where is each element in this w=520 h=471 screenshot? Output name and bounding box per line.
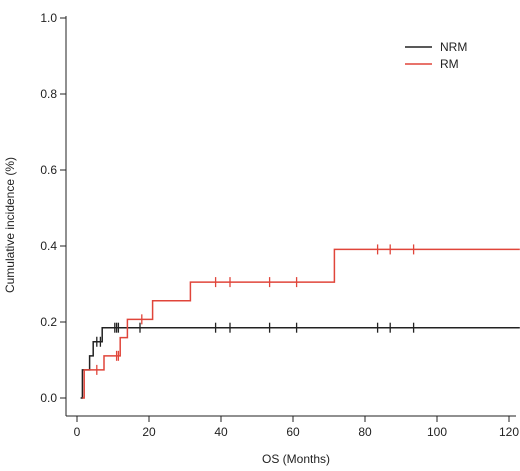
legend-label-nrm: NRM (440, 40, 467, 54)
legend: NRM RM (405, 40, 467, 71)
x-tick-label: 120 (499, 425, 519, 439)
y-tick-label: 0.0 (40, 391, 57, 405)
y-axis-title: Cumulative incidence (%) (3, 157, 17, 293)
x-tick-label: 60 (286, 425, 300, 439)
y-tick-label: 1.0 (40, 11, 57, 25)
x-tick-label: 100 (427, 425, 447, 439)
axes: 0.0 0.2 0.4 0.6 0.8 1.0 0 20 40 60 80 100 120 (40, 11, 519, 439)
y-tick-label: 0.6 (40, 163, 57, 177)
y-tick-label: 0.2 (40, 315, 57, 329)
x-tick-label: 80 (358, 425, 372, 439)
y-tick-label: 0.8 (40, 87, 57, 101)
series-line-rm (82, 248, 520, 399)
plot-area (80, 244, 520, 399)
y-tick-label: 0.4 (40, 239, 57, 253)
series-line-nrm (80, 326, 520, 399)
x-axis-title: OS (Months) (262, 452, 330, 466)
x-tick-label: 40 (214, 425, 228, 439)
legend-label-rm: RM (440, 57, 459, 71)
x-tick-label: 0 (74, 425, 81, 439)
x-tick-label: 20 (142, 425, 156, 439)
